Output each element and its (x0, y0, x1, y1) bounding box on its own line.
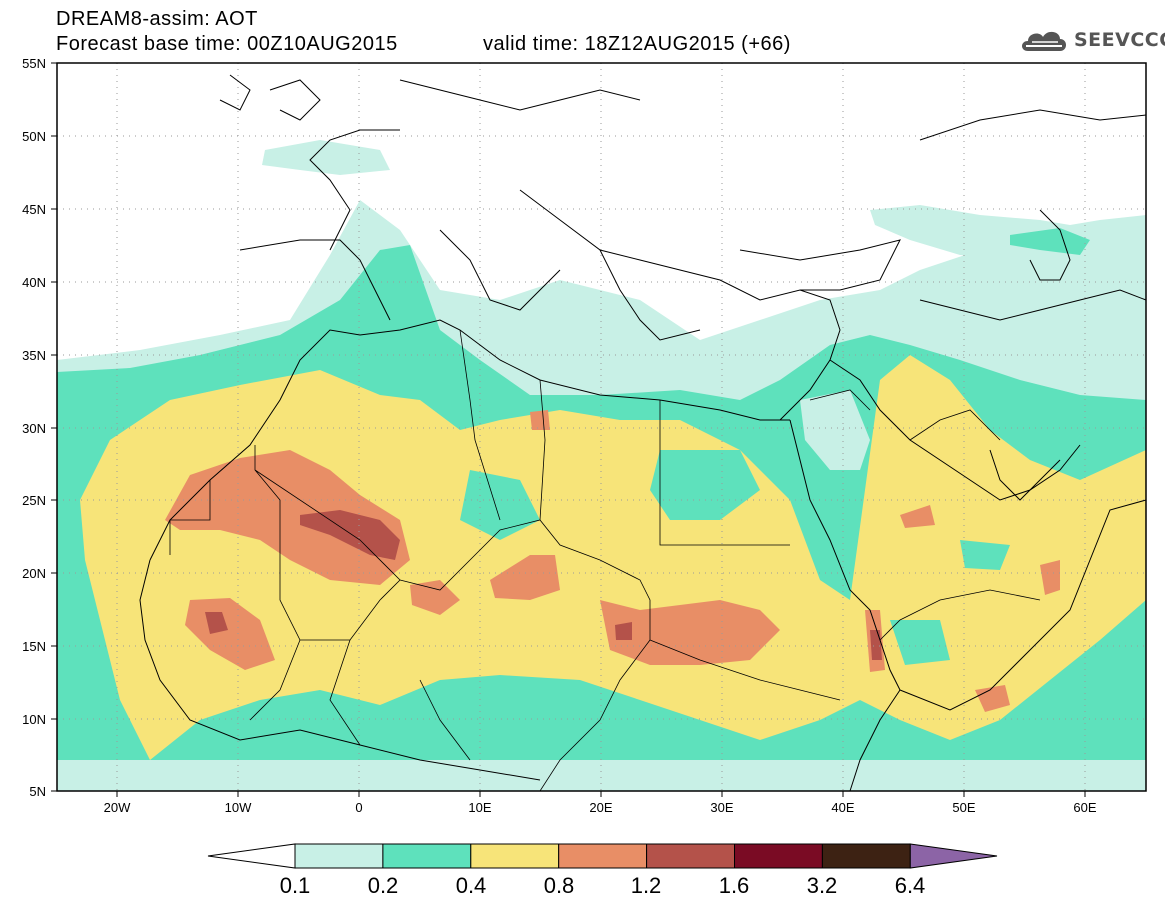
colorbar-swatch-1.2 (646, 843, 735, 869)
lat-lon-grid (57, 63, 1146, 791)
aot-level-1.2 (205, 510, 882, 660)
colorbar-label-0.1: 0.1 (280, 873, 311, 898)
lat-label-20n: 20N (22, 566, 46, 581)
lat-label-45n: 45N (22, 202, 46, 217)
colorbar-label-1.6: 1.6 (719, 873, 750, 898)
country-borders (169, 329, 1041, 791)
colorbar-label-0.4: 0.4 (456, 873, 487, 898)
lat-label-40n: 40N (22, 275, 46, 290)
lat-label-50n: 50N (22, 129, 46, 144)
forecast-base-time: Forecast base time: 00Z10AUG2015 (56, 33, 398, 55)
coastlines (139, 74, 1146, 791)
lat-label-15n: 15N (22, 639, 46, 654)
valid-time: valid time: 18Z12AUG2015 (+66) (483, 33, 791, 55)
colorbar-swatches (207, 843, 998, 869)
lon-label-20e: 20E (589, 800, 612, 815)
lon-label-10e: 10E (468, 800, 491, 815)
colorbar-swatch-0.4 (470, 843, 560, 869)
lat-label-10n: 10N (22, 712, 46, 727)
colorbar-label-0.2: 0.2 (368, 873, 399, 898)
lon-label-60e: 60E (1073, 800, 1096, 815)
aot-level-0.8 (165, 410, 1060, 712)
lon-label-50e: 50E (952, 800, 975, 815)
lat-label-25n: 25N (22, 493, 46, 508)
lon-label-10w: 10W (225, 800, 252, 815)
logo-text: SEEVCCC (1074, 29, 1165, 51)
colorbar-swatch-below-0.1 (207, 843, 296, 869)
colorbar-swatch-1.6 (734, 843, 823, 869)
lat-label-35n: 35N (22, 348, 46, 363)
colorbar-label-1.2: 1.2 (631, 873, 662, 898)
lon-label-0: 0 (355, 800, 362, 815)
colorbar-label-0.8: 0.8 (544, 873, 575, 898)
colorbar-swatch-0.8 (558, 843, 648, 869)
lat-label-55n: 55N (22, 56, 46, 71)
colorbar-label-3.2: 3.2 (807, 873, 838, 898)
lon-label-20w: 20W (104, 800, 131, 815)
lat-label-30n: 30N (22, 421, 46, 436)
lat-label-5n: 5N (29, 784, 46, 799)
colorbar-swatch-0.2 (382, 843, 472, 869)
map-title: DREAM8-assim: AOT (56, 8, 258, 30)
colorbar-swatch-above-6.4 (909, 843, 998, 869)
colorbar-label-6.4: 6.4 (895, 873, 926, 898)
tick-marks (51, 62, 1086, 797)
colorbar-swatch-3.2 (821, 843, 911, 869)
seevccc-logo: SEEVCCC (1018, 22, 1165, 58)
lon-label-30e: 30E (710, 800, 733, 815)
colorbar-swatch-0.1 (294, 843, 384, 869)
cloud-icon (1022, 31, 1066, 51)
lon-label-40e: 40E (831, 800, 854, 815)
